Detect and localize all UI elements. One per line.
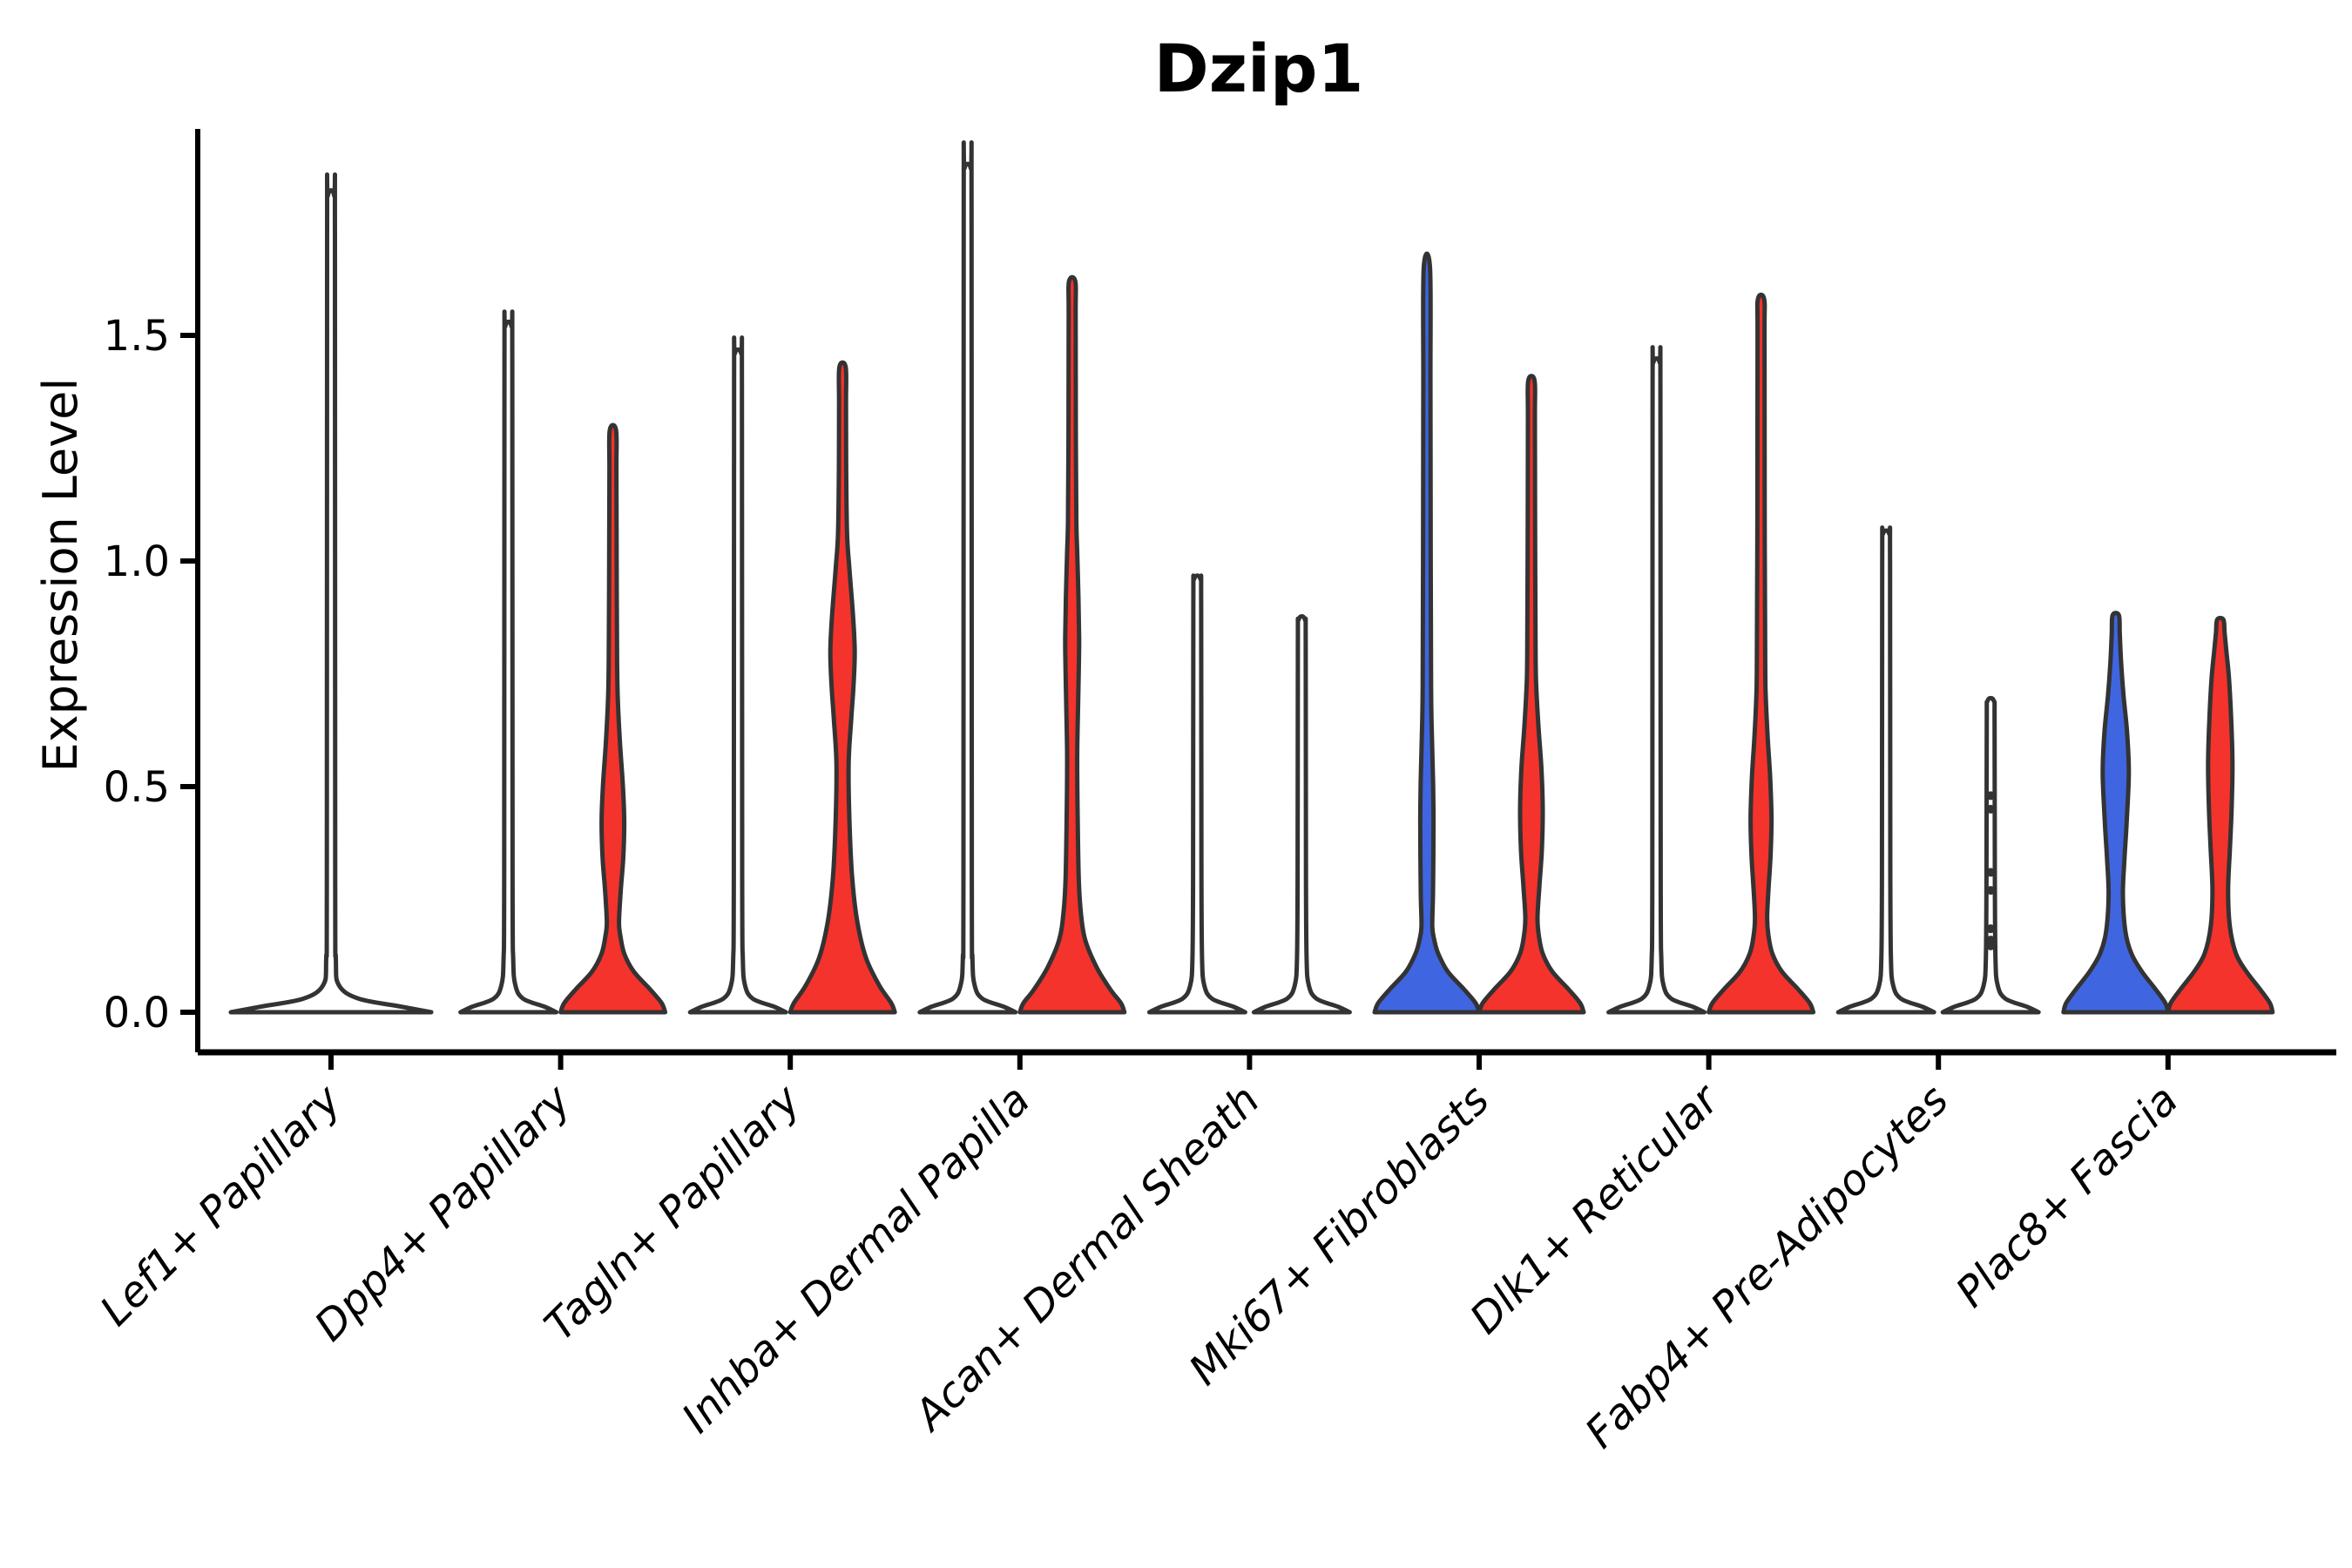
data-point-7-4	[1986, 924, 1996, 934]
violin-7-right	[1940, 695, 2041, 1015]
y-tick-label-1: 0.5	[104, 763, 170, 812]
violin-8-left	[2061, 611, 2171, 1015]
violin-6-right	[1707, 293, 1816, 1015]
violin-3-left	[917, 140, 1018, 1015]
violin-6-left	[1606, 345, 1707, 1015]
violin-5-left	[1372, 251, 1482, 1015]
violin-4-right	[1251, 614, 1352, 1015]
y-tick-label-3: 1.5	[104, 312, 170, 361]
y-axis-label: Expression Level	[33, 378, 88, 773]
y-tick-label-2: 1.0	[104, 537, 170, 586]
x-tick-label-6: Dlk1+ Reticular	[1461, 1074, 1731, 1344]
data-point-7-6	[1986, 941, 1996, 950]
violin-5-right	[1477, 374, 1586, 1015]
x-tick-label-1: Dpp4+ Papillary	[305, 1075, 580, 1350]
violin-2-left	[687, 335, 788, 1015]
data-point-7-1	[1986, 804, 1996, 814]
x-tick-label-7: Fabp4+ Pre-Adipocytes	[1576, 1076, 1958, 1458]
violin-2-right	[787, 360, 897, 1015]
data-point-7-0	[1986, 791, 1996, 801]
x-tick-label-8: Plac8+ Fascia	[1947, 1076, 2188, 1317]
x-tick-label-2: Tagln+ Papillary	[535, 1075, 810, 1350]
plot-title: Dzip1	[1154, 30, 1364, 107]
violin-1-right	[558, 422, 668, 1015]
x-tick-label-0: Lef1+ Papillary	[91, 1075, 351, 1335]
violin-4-left	[1146, 573, 1247, 1015]
data-point-7-3	[1986, 886, 1996, 896]
y-tick-label-0: 0.0	[104, 989, 170, 1037]
violin-0-full	[228, 172, 434, 1015]
violin-1-left	[458, 309, 559, 1015]
data-point-7-2	[1986, 868, 1996, 877]
violin-7-left	[1835, 525, 1936, 1015]
violin-8-right	[2166, 615, 2275, 1015]
violin-3-right	[1017, 274, 1127, 1015]
